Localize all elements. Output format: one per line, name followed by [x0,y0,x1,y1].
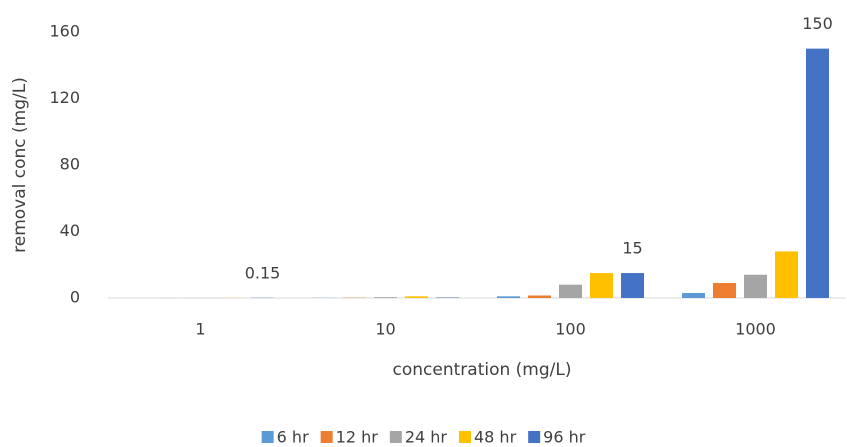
legend-swatch [528,431,541,443]
y-axis-title: removal conc (mg/L) [10,77,30,253]
bar [713,283,736,298]
y-tick-label: 40 [60,221,80,240]
legend-label: 6 hr [277,428,309,447]
bar [682,293,705,298]
data-label: 0.15 [245,263,281,282]
x-tick-label: 1000 [735,320,776,339]
legend-swatch [458,431,471,443]
x-tick-label: 10 [375,320,395,339]
legend-label: 96 hr [543,428,586,447]
x-tick-label: 100 [555,320,586,339]
bar [775,251,798,298]
legend-swatch [320,431,333,443]
y-tick-label: 160 [49,22,80,41]
data-label: 150 [802,14,833,33]
bar [405,296,428,298]
legend-label: 24 hr [405,428,448,447]
legend-swatch [261,431,274,443]
bar [806,48,829,298]
bar [374,297,397,298]
data-label: 15 [622,239,642,258]
bar [559,284,582,298]
y-tick-label: 0 [70,288,80,307]
y-tick-label: 80 [60,155,80,174]
bar [497,296,520,298]
x-axis-title: concentration (mg/L) [393,360,572,380]
legend-label: 12 hr [336,428,379,447]
bar [744,274,767,298]
y-tick-label: 120 [49,88,80,107]
bar [528,295,551,298]
legend-swatch [389,431,402,443]
bar [621,273,644,298]
legend-label: 48 hr [474,428,517,447]
bar [590,273,613,298]
x-tick-label: 1 [195,320,205,339]
